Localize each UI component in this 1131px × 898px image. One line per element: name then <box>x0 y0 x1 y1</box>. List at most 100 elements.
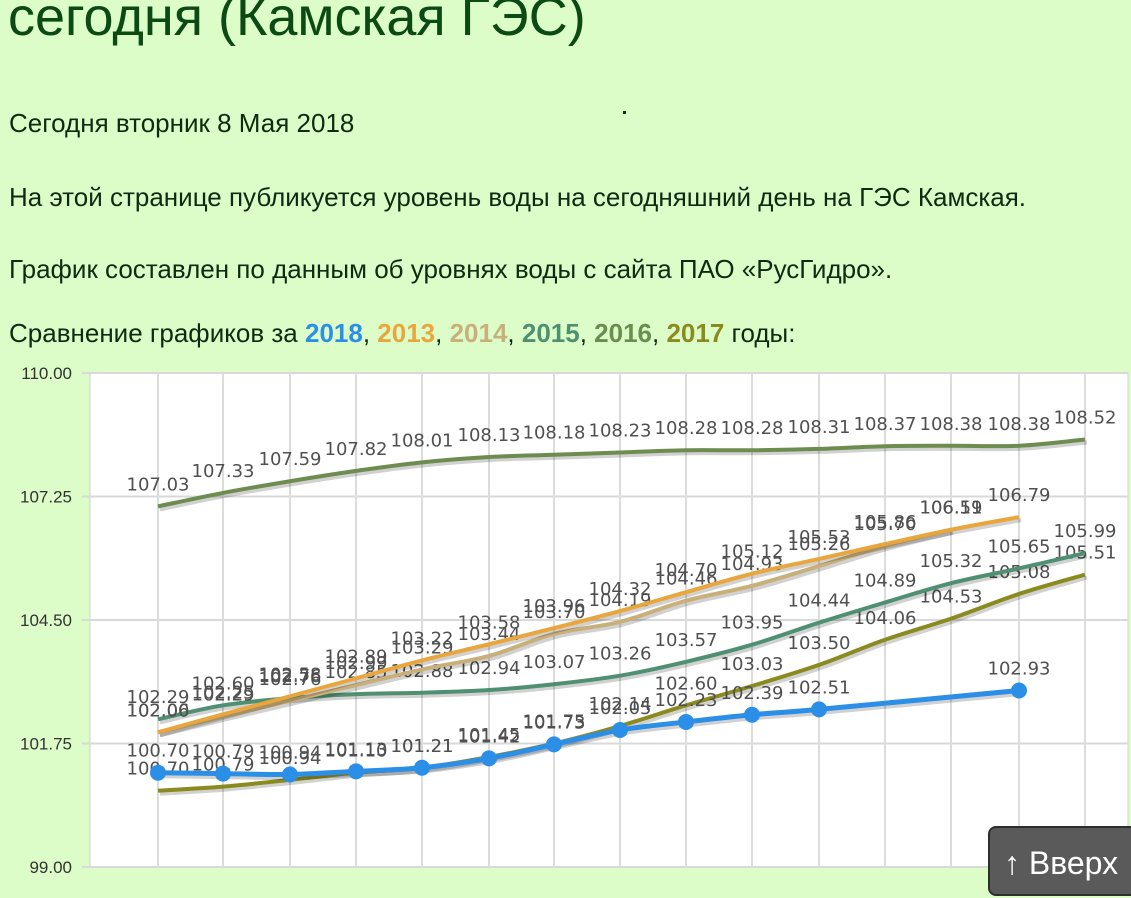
water-level-chart: 110.00 107.25 104.50 101.75 99.00 100.70100.7… <box>20 364 1129 877</box>
data-label-2013: 102.58 <box>259 664 322 685</box>
data-label-2014: 105.70 <box>854 514 917 535</box>
data-label-2018: 101.21 <box>391 736 454 757</box>
data-label-2016: 108.23 <box>589 420 652 441</box>
y-tick-label: 101.75 <box>20 735 72 754</box>
data-label-2018: 100.79 <box>192 742 255 763</box>
data-label-2016: 107.33 <box>192 461 255 482</box>
data-label-2017: 105.08 <box>988 562 1051 583</box>
series-shadow-2013 <box>159 518 1022 738</box>
data-label-2016: 108.28 <box>721 418 784 439</box>
data-label-2018: 102.23 <box>655 690 718 711</box>
data-label-2017: 100.94 <box>259 748 322 769</box>
stray-dot <box>623 111 626 114</box>
data-label-2015: 103.07 <box>523 652 586 673</box>
data-label-2017: 102.14 <box>589 694 652 715</box>
data-label-2013: 105.86 <box>854 512 917 533</box>
data-label-2015: 105.65 <box>988 536 1051 557</box>
data-label-2015: 102.85 <box>325 662 388 683</box>
series-line-2016 <box>157 437 1086 509</box>
series-point-2018 <box>612 722 628 739</box>
data-label-2014: 106.51 <box>920 498 983 519</box>
data-label-2018: 100.94 <box>259 742 322 763</box>
description-1: На этой странице публикуется уровень вод… <box>9 182 1027 212</box>
series-point-2018 <box>1011 682 1027 699</box>
year-separator: , <box>579 318 595 348</box>
year-link-2018[interactable]: 2018 <box>304 318 363 348</box>
data-label-2016: 107.82 <box>325 439 388 460</box>
data-label-2014: 105.26 <box>788 534 851 555</box>
data-label-2013: 103.22 <box>391 628 454 649</box>
data-label-2018: 102.05 <box>589 698 652 719</box>
data-label-2017: 104.53 <box>920 587 983 608</box>
data-label-2017: 103.50 <box>788 633 851 654</box>
series-line-2014 <box>157 527 952 735</box>
compare-suffix: годы: <box>724 318 796 348</box>
series-shadow-2015 <box>159 554 1088 725</box>
data-label-2013: 104.32 <box>589 579 652 600</box>
data-label-2018: 100.70 <box>127 741 190 762</box>
scroll-top-button[interactable]: ↑ Вверх <box>988 826 1131 896</box>
data-label-2013: 103.96 <box>523 596 586 617</box>
data-label-2017: 100.79 <box>192 755 255 776</box>
year-link-2015[interactable]: 2015 <box>521 318 580 348</box>
y-tick-label: 110.00 <box>21 364 72 383</box>
data-label-2016: 108.52 <box>1054 407 1117 428</box>
data-label-2013: 105.12 <box>721 542 784 563</box>
data-label-2016: 108.31 <box>788 417 851 438</box>
data-label-2014: 102.76 <box>259 669 322 690</box>
y-tick-label: 99.00 <box>29 858 72 877</box>
series-point-2018 <box>678 713 694 730</box>
data-label-2015: 102.94 <box>458 658 521 679</box>
data-label-2014: 102.29 <box>192 685 255 706</box>
data-label-2013: 102.89 <box>325 646 388 667</box>
y-tick-label: 104.50 <box>20 611 72 630</box>
data-label-2015: 105.99 <box>1054 521 1117 542</box>
series-point-2018 <box>282 766 298 783</box>
data-label-2015: 104.89 <box>854 570 917 591</box>
data-label-2018: 101.42 <box>458 726 521 747</box>
data-label-2018: 102.51 <box>788 677 851 698</box>
data-label-2013: 104.70 <box>655 560 718 581</box>
data-label-2015: 102.60 <box>192 673 255 694</box>
data-label-2016: 108.01 <box>391 430 454 451</box>
data-label-2017: 103.03 <box>721 654 784 675</box>
data-label-2016: 107.59 <box>259 449 322 470</box>
year-link-2017[interactable]: 2017 <box>666 318 725 348</box>
data-label-2017: 101.21 <box>391 736 454 757</box>
data-label-2015: 102.29 <box>127 687 190 708</box>
data-label-2013: 103.58 <box>458 612 521 633</box>
data-label-2015: 103.57 <box>655 630 718 651</box>
data-label-2015: 104.44 <box>788 591 851 612</box>
data-label-2016: 108.38 <box>988 414 1051 435</box>
compare-prefix: Сравнение графиков за <box>9 318 305 348</box>
data-label-2013: 105.53 <box>788 527 851 548</box>
series-point-2018 <box>546 736 562 753</box>
data-label-2018: 101.73 <box>523 712 586 733</box>
series-point-2018 <box>811 701 827 718</box>
year-separator: , <box>507 318 522 348</box>
data-label-2014: 103.70 <box>523 602 586 623</box>
data-label-2016: 108.28 <box>655 418 718 439</box>
data-label-2016: 108.38 <box>920 414 983 435</box>
series-shadow-2014 <box>159 530 954 738</box>
series-point-2018 <box>481 750 497 767</box>
data-label-2017: 104.06 <box>854 608 917 629</box>
data-label-2016: 107.03 <box>127 474 190 495</box>
data-label-2015: 105.32 <box>920 551 983 572</box>
data-label-2013: 106.79 <box>988 485 1051 506</box>
data-label-2016: 108.13 <box>458 425 521 446</box>
year-link-2013[interactable]: 2013 <box>377 318 436 348</box>
data-label-2013: 102.00 <box>127 700 190 721</box>
data-label-2014: 102.06 <box>127 700 190 721</box>
data-label-2013: 102.25 <box>192 682 255 703</box>
data-label-2013: 106.19 <box>920 498 983 519</box>
series-point-2018 <box>215 765 231 782</box>
year-link-2014[interactable]: 2014 <box>449 318 508 348</box>
series-point-2018 <box>744 706 760 723</box>
year-link-2016[interactable]: 2016 <box>594 318 653 348</box>
page-title: сегодня (Камская ГЭС) <box>8 0 586 47</box>
data-label-2018: 102.93 <box>988 659 1051 680</box>
series-point-2018 <box>414 759 430 776</box>
series-shadow-2016 <box>159 440 1088 512</box>
data-label-2016: 108.18 <box>523 423 586 444</box>
